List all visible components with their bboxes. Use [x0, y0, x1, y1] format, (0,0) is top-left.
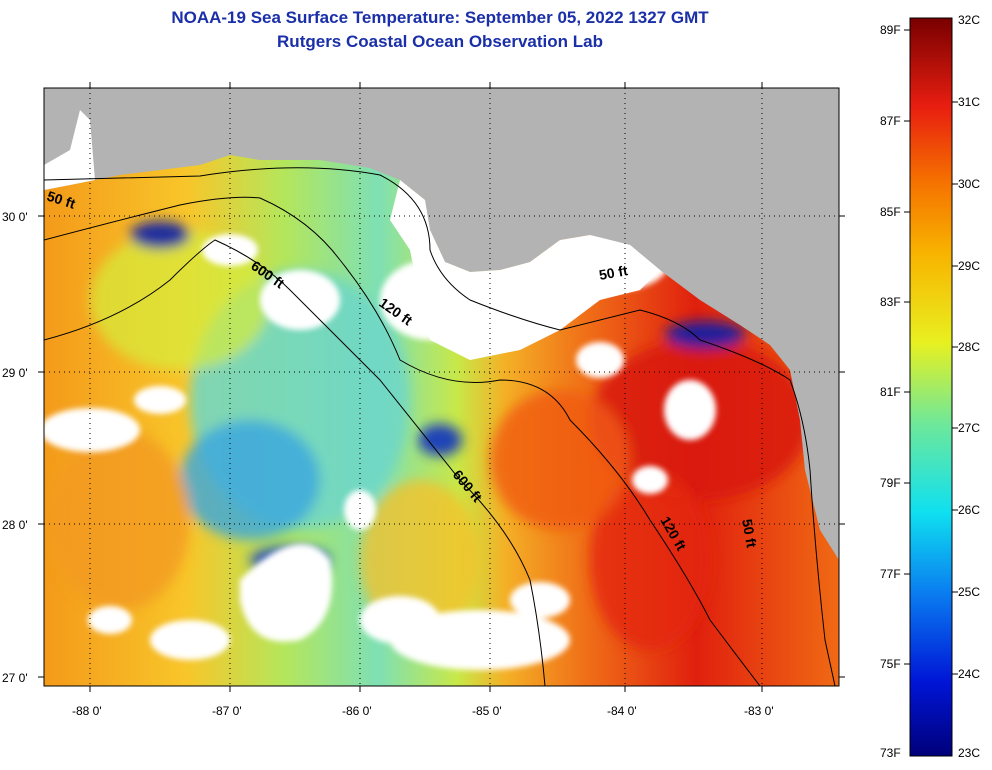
map-title: NOAA-19 Sea Surface Temperature: Septemb…: [171, 8, 709, 27]
colorbar-f-label: 81F: [880, 385, 901, 399]
lon-label: -87 0': [212, 704, 242, 718]
lon-label: -88 0': [72, 704, 102, 718]
colorbar-f-label: 79F: [880, 476, 901, 490]
colorbar-f-label: 77F: [880, 567, 901, 581]
colorbar-c-label: 31C: [958, 95, 981, 109]
lon-label: -83 0': [744, 704, 774, 718]
contour-label: 50 ft: [598, 262, 629, 283]
axis-ticks: [38, 82, 845, 692]
lon-label: -84 0': [607, 704, 637, 718]
colorbar-c-label: 29C: [958, 259, 981, 273]
contour-label: 50 ft: [739, 518, 760, 549]
colorbar-f-label: 83F: [880, 295, 901, 309]
lat-label: 27 0': [2, 671, 28, 685]
colorbar-c-label: 27C: [958, 421, 981, 435]
colorbar: [909, 17, 953, 757]
colorbar-c-label: 32C: [958, 13, 981, 27]
land-mass: [44, 88, 839, 560]
map-subtitle: Rutgers Coastal Ocean Observation Lab: [277, 32, 603, 51]
colorbar-c-label: 23C: [958, 746, 981, 760]
coastal-cloud: [420, 235, 660, 360]
map-plot-area: 50 ft 600 ft 120 ft 50 ft 600 ft 120 ft …: [44, 88, 839, 686]
colorbar-f-label: 85F: [880, 205, 901, 219]
lat-label: 29 0': [2, 366, 28, 380]
lat-label: 28 0': [2, 518, 28, 532]
colorbar-c-label: 24C: [958, 667, 981, 681]
colorbar-f-label: 75F: [880, 657, 901, 671]
colorbar-c-label: 28C: [958, 340, 981, 354]
lon-label: -85 0': [472, 704, 502, 718]
colorbar-ticks: [904, 29, 958, 675]
lon-label: -86 0': [342, 704, 372, 718]
colorbar-c-label: 26C: [958, 503, 981, 517]
lat-label: 30 0': [2, 210, 28, 224]
depth-contours: [44, 167, 836, 686]
colorbar-c-label: 25C: [958, 585, 981, 599]
colorbar-f-label: 87F: [880, 114, 901, 128]
colorbar-f-label: 73F: [880, 746, 901, 760]
colorbar-c-label: 30C: [958, 177, 981, 191]
plot-frame: [43, 87, 840, 687]
colorbar-f-label: 89F: [880, 23, 901, 37]
